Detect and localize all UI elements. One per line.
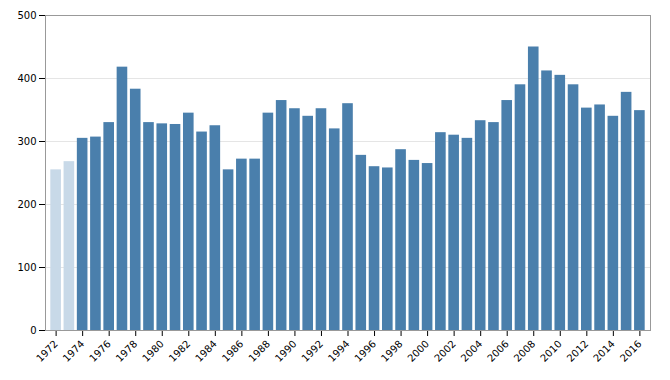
svg-text:2000: 2000 [406,338,432,364]
svg-text:2012: 2012 [565,338,591,364]
svg-text:1978: 1978 [114,338,140,364]
svg-text:2016: 2016 [618,338,644,364]
svg-text:2010: 2010 [538,338,564,364]
svg-text:1994: 1994 [326,338,352,364]
svg-text:2014: 2014 [591,338,617,364]
svg-text:1992: 1992 [299,338,325,364]
svg-text:1974: 1974 [61,338,87,364]
svg-text:100: 100 [17,262,36,273]
svg-text:1980: 1980 [140,338,166,364]
svg-text:2006: 2006 [485,338,511,364]
svg-text:1986: 1986 [220,338,246,364]
svg-text:1998: 1998 [379,338,405,364]
svg-text:2004: 2004 [459,338,485,364]
svg-text:2002: 2002 [432,338,458,364]
svg-text:0: 0 [30,325,36,336]
svg-text:1982: 1982 [167,338,193,364]
svg-text:1996: 1996 [352,338,378,364]
svg-text:200: 200 [17,199,36,210]
svg-text:300: 300 [17,136,36,147]
svg-text:1984: 1984 [193,338,219,364]
svg-text:400: 400 [17,73,36,84]
svg-text:1976: 1976 [87,338,113,364]
svg-text:500: 500 [17,10,36,21]
svg-text:1988: 1988 [246,338,272,364]
svg-text:1972: 1972 [34,338,60,364]
svg-text:2008: 2008 [512,338,538,364]
svg-text:1990: 1990 [273,338,299,364]
